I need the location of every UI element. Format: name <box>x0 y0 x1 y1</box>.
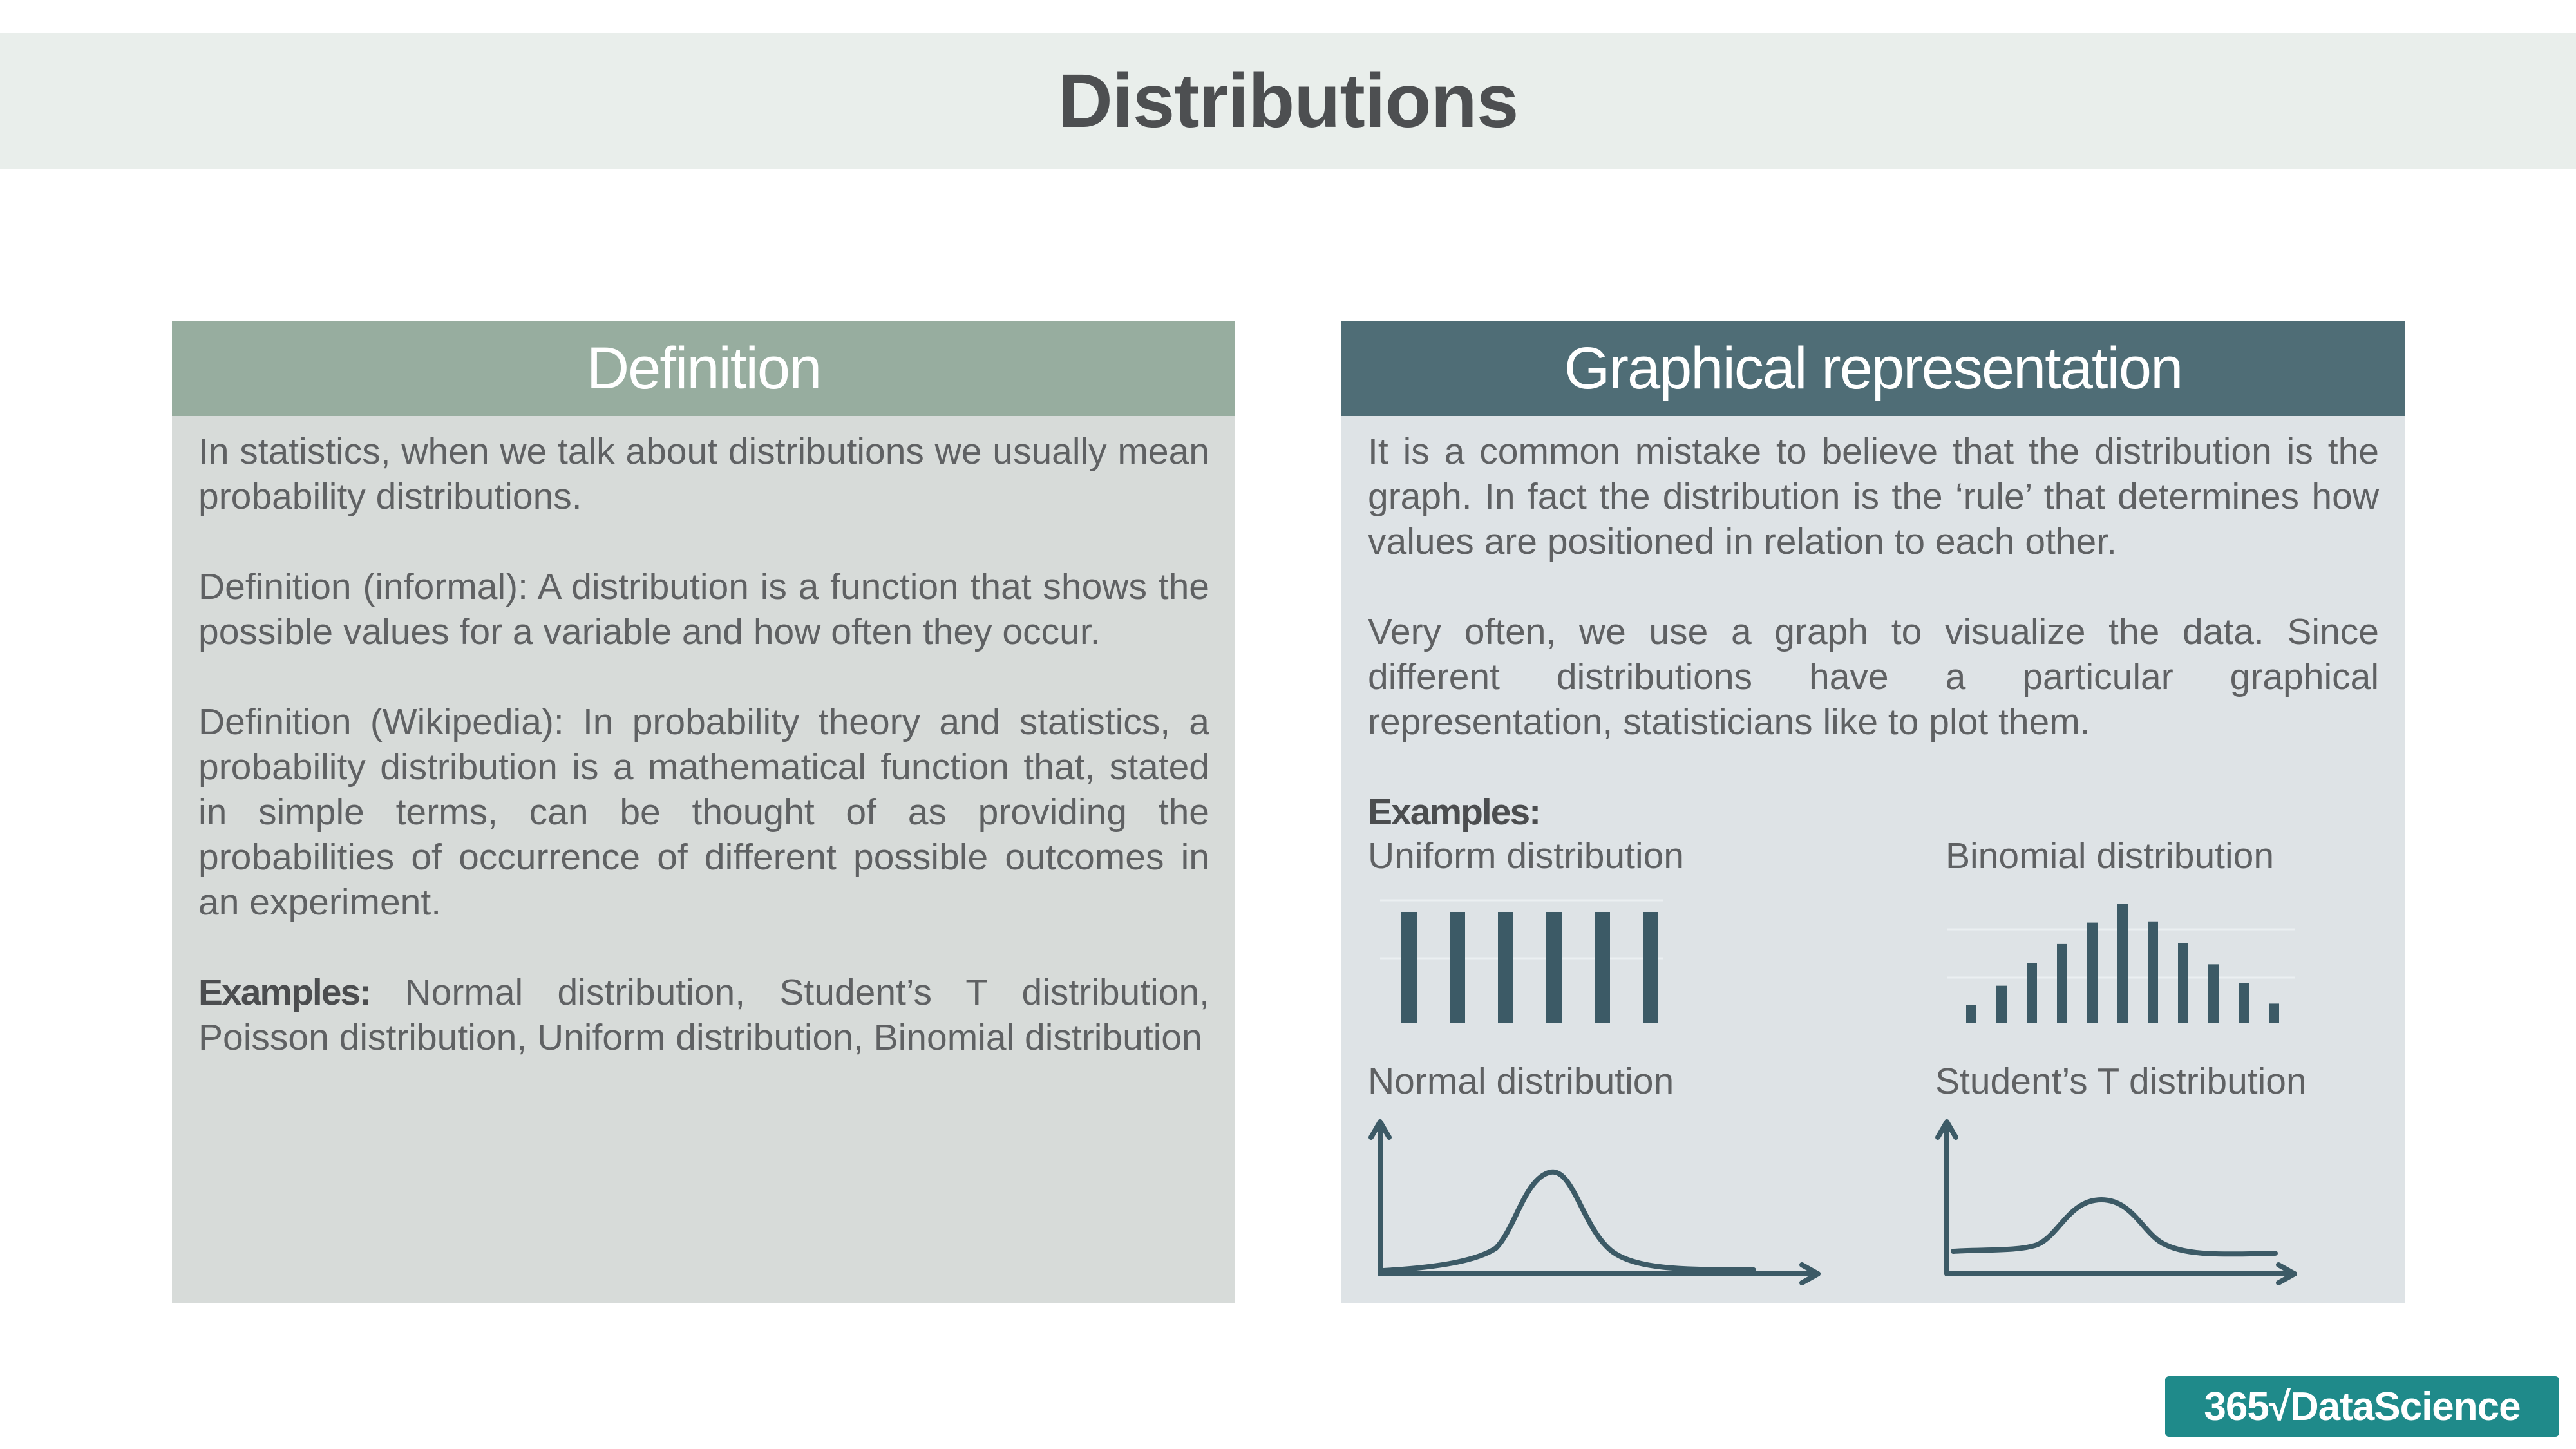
bar <box>2057 943 2067 1023</box>
bar <box>1595 912 1610 1023</box>
uniform-label: Uniform distribution <box>1368 835 1685 876</box>
bar <box>1643 912 1658 1023</box>
visualize-paragraph: Very often, we use a graph to visualize … <box>1368 611 2379 743</box>
x-axis-arrow-icon <box>2276 1262 2297 1285</box>
bar <box>2148 921 2158 1023</box>
student-t-distribution-chart <box>1935 1119 2297 1285</box>
y-axis-arrow-icon <box>1368 1119 1392 1140</box>
student-t-label: Student’s T distribution <box>1935 1061 2307 1102</box>
page-title: Distributions <box>1057 59 1519 144</box>
examples-text: Normal distribution, Student’s T distrib… <box>198 972 1209 1058</box>
bar <box>2239 983 2249 1023</box>
binomial-distribution-chart <box>1947 904 2295 1023</box>
bar <box>1966 1005 1976 1023</box>
normal-curve <box>1381 1169 1756 1273</box>
definition-panel: Definition In statistics, when we talk a… <box>172 321 1235 1303</box>
definition-header: Definition <box>172 321 1235 416</box>
examples-label: Examples: <box>198 972 372 1013</box>
brand-logo: 365√DataScience <box>2165 1376 2559 1437</box>
bar <box>2269 1003 2279 1023</box>
graph-rule-paragraph: It is a common mistake to believe that t… <box>1368 431 2379 562</box>
graphical-body: It is a common mistake to believe that t… <box>1341 416 2405 835</box>
graphical-examples-label: Examples: <box>1368 791 1541 833</box>
bar <box>2178 943 2188 1023</box>
bar <box>1498 912 1513 1023</box>
bar <box>2027 963 2037 1023</box>
graphical-header: Graphical representation <box>1341 321 2405 416</box>
uniform-distribution-chart <box>1380 899 1663 1023</box>
bar <box>1401 912 1417 1023</box>
examples-paragraph: Examples: Normal distribution, Student’s… <box>198 970 1209 1060</box>
graphical-panel: Graphical representation It is a common … <box>1341 321 2405 1303</box>
normal-label: Normal distribution <box>1368 1061 1674 1102</box>
binomial-label: Binomial distribution <box>1946 835 2275 876</box>
informal-definition: Definition (informal): A distribution is… <box>198 566 1209 652</box>
bar <box>1546 912 1562 1023</box>
normal-distribution-chart <box>1368 1119 1821 1285</box>
bar <box>2208 964 2219 1023</box>
y-axis-arrow-icon <box>1935 1119 1958 1140</box>
student-t-curve <box>1951 1197 2278 1257</box>
definition-paragraph: In statistics, when we talk about distri… <box>198 431 1209 517</box>
bar <box>2087 922 2098 1023</box>
bar <box>1450 912 1465 1023</box>
bar <box>1996 985 2007 1023</box>
bar <box>2117 904 2128 1023</box>
x-axis-arrow-icon <box>1799 1262 1821 1285</box>
wikipedia-definition: Definition (Wikipedia): In probability t… <box>198 701 1209 923</box>
title-bar: Distributions <box>0 33 2576 169</box>
definition-body: In statistics, when we talk about distri… <box>172 416 1235 1060</box>
